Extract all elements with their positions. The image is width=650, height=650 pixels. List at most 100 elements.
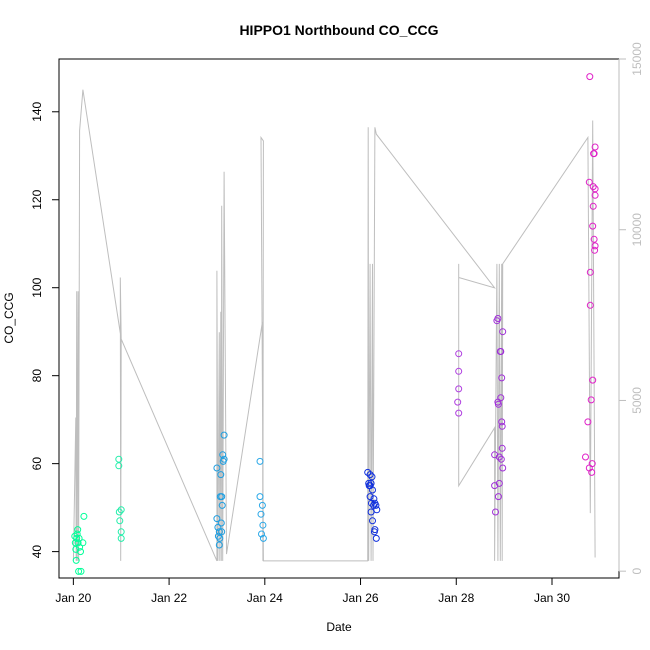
data-point xyxy=(497,455,505,463)
y-tick-label: 100 xyxy=(30,277,44,297)
data-point xyxy=(258,530,265,538)
data-point xyxy=(455,385,463,393)
data-point xyxy=(115,455,123,463)
data-point xyxy=(590,150,598,158)
secondary-y-tick-label: 0 xyxy=(630,568,644,575)
data-point xyxy=(115,462,123,470)
data-point xyxy=(498,422,506,430)
x-axis: Jan 20 Jan 22 Jan 24 Jan 26 Jan 28 Jan 30 xyxy=(55,577,570,605)
data-point xyxy=(73,534,81,542)
data-point xyxy=(117,506,125,514)
data-point xyxy=(215,528,223,536)
data-point xyxy=(586,301,594,309)
data-point xyxy=(367,479,375,487)
data-point xyxy=(218,501,226,509)
data-point xyxy=(73,530,81,538)
y-tick-label: 40 xyxy=(30,545,44,559)
data-point xyxy=(75,567,83,575)
data-point xyxy=(455,367,463,375)
data-point xyxy=(591,242,599,250)
data-point xyxy=(216,534,224,542)
x-tick-label: Jan 24 xyxy=(247,591,283,605)
data-point xyxy=(77,567,85,575)
data-point xyxy=(494,400,502,408)
data-point xyxy=(587,396,595,404)
data-point xyxy=(72,556,80,564)
data-point xyxy=(591,143,599,151)
data-point xyxy=(364,468,372,476)
data-point xyxy=(586,73,594,81)
data-point xyxy=(494,315,502,322)
data-point xyxy=(214,523,222,531)
data-point xyxy=(582,453,589,461)
altitude-line xyxy=(72,89,596,562)
data-point xyxy=(589,202,597,210)
data-point xyxy=(71,532,79,540)
x-axis-label: Date xyxy=(326,620,352,634)
data-point xyxy=(76,543,84,551)
data-point xyxy=(256,457,264,465)
data-point xyxy=(499,328,507,336)
y-axis-label: CO_CCG xyxy=(2,292,16,343)
data-point xyxy=(588,460,596,468)
data-point xyxy=(372,501,380,509)
data-point xyxy=(494,493,502,501)
data-point xyxy=(215,541,223,549)
y-tick-label: 80 xyxy=(30,369,44,383)
data-point xyxy=(495,453,503,461)
data-point xyxy=(213,464,221,472)
data-point xyxy=(366,493,374,501)
data-point xyxy=(256,493,264,501)
data-point xyxy=(217,471,225,479)
data-point xyxy=(372,534,380,542)
data-point xyxy=(79,539,87,547)
x-tick-label: Jan 22 xyxy=(151,591,187,605)
altitude-line-layer xyxy=(72,89,596,562)
data-point xyxy=(588,468,596,476)
data-point xyxy=(454,398,462,406)
data-point xyxy=(589,222,597,230)
secondary-y-tick-label: 15000 xyxy=(630,42,644,76)
data-point xyxy=(71,539,79,547)
data-point xyxy=(497,394,505,402)
data-point xyxy=(218,528,226,536)
data-point xyxy=(219,451,227,459)
y-tick-label: 60 xyxy=(30,457,44,471)
data-point xyxy=(589,183,597,191)
data-point xyxy=(589,376,597,384)
y-axis: 40 60 80 100 120 140 xyxy=(30,101,60,559)
data-point xyxy=(217,519,225,527)
data-point xyxy=(371,526,379,534)
x-tick-label: Jan 30 xyxy=(534,591,570,605)
data-point xyxy=(117,534,125,542)
data-point xyxy=(259,534,267,542)
data-point xyxy=(585,178,593,186)
data-point xyxy=(373,506,381,514)
data-point xyxy=(369,486,376,494)
data-point xyxy=(498,374,506,382)
points-layer xyxy=(71,73,599,575)
data-point xyxy=(218,493,226,501)
data-point xyxy=(497,348,505,355)
data-point xyxy=(258,501,266,509)
data-point xyxy=(220,455,228,463)
data-point xyxy=(498,444,506,452)
data-point xyxy=(366,471,374,479)
data-point xyxy=(259,521,267,529)
data-point xyxy=(115,508,123,516)
secondary-y-tick-label: 10000 xyxy=(630,213,644,247)
data-point xyxy=(495,479,503,487)
chart-title: HIPPO1 Northbound CO_CCG xyxy=(239,22,438,38)
data-point xyxy=(590,235,598,243)
data-point xyxy=(80,512,88,520)
data-point xyxy=(591,191,599,199)
data-point xyxy=(75,534,83,542)
data-point xyxy=(586,268,594,276)
data-point xyxy=(77,548,84,556)
secondary-y-tick-label: 5000 xyxy=(630,387,644,414)
data-point xyxy=(117,528,125,536)
data-point xyxy=(455,409,463,417)
data-point xyxy=(213,515,221,523)
